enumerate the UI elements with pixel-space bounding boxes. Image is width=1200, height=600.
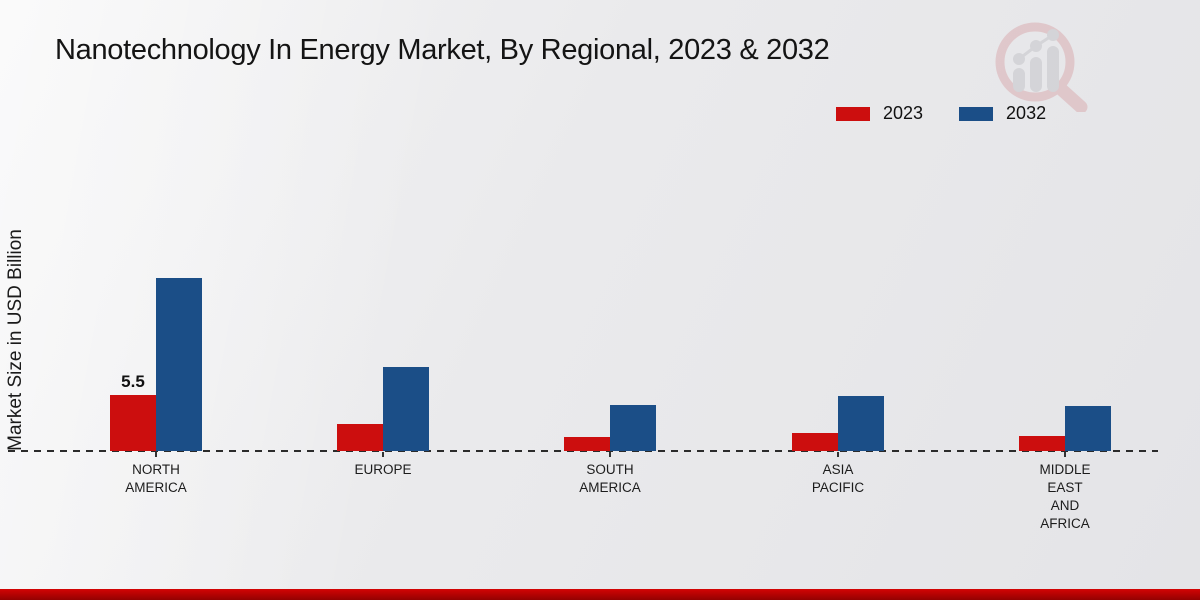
bar-2032-asia-pacific bbox=[838, 396, 884, 451]
y-axis-label: Market Size in USD Billion bbox=[5, 229, 26, 451]
bar-group-middle-east-and-africa bbox=[1019, 406, 1111, 451]
footer-accent-bar bbox=[0, 589, 1200, 600]
bar-2023-middle-east-and-africa bbox=[1019, 436, 1065, 451]
bar-group-north-america: 5.5 bbox=[110, 278, 202, 451]
bar-group-europe bbox=[337, 367, 429, 451]
legend-label: 2023 bbox=[883, 103, 924, 123]
legend-label: 2032 bbox=[1006, 103, 1047, 123]
category-label-middle-east-and-africa: MIDDLE EAST AND AFRICA bbox=[1039, 462, 1091, 531]
category-label-asia-pacific: ASIA PACIFIC bbox=[811, 462, 865, 495]
watermark-magnifier-chart-icon bbox=[995, 22, 1088, 112]
bar-value-label: 5.5 bbox=[121, 372, 145, 391]
legend-swatch-2032 bbox=[959, 106, 994, 121]
bar-group-asia-pacific bbox=[792, 396, 884, 451]
bar-2023-south-america bbox=[564, 437, 610, 451]
legend: 2023 2032 bbox=[836, 103, 1046, 124]
x-axis-tick bbox=[382, 452, 384, 457]
bar-2032-south-america bbox=[610, 405, 656, 451]
x-axis-tick bbox=[155, 452, 157, 457]
bar-2032-europe bbox=[383, 367, 429, 451]
legend-item-2032: 2032 bbox=[959, 103, 1046, 124]
bar-2023-europe bbox=[337, 424, 383, 451]
category-label-europe: EUROPE bbox=[354, 462, 412, 477]
legend-swatch-2023 bbox=[836, 106, 870, 121]
bar-2032-north-america bbox=[156, 278, 202, 451]
chart-title: Nanotechnology In Energy Market, By Regi… bbox=[55, 34, 830, 66]
bar-2032-middle-east-and-africa bbox=[1065, 406, 1111, 451]
category-label-north-america: NORTH AMERICA bbox=[125, 462, 187, 495]
bar-2023-north-america: 5.5 bbox=[110, 372, 156, 451]
x-axis-tick bbox=[609, 452, 611, 457]
category-label-south-america: SOUTH AMERICA bbox=[579, 462, 641, 495]
legend-item-2023: 2023 bbox=[836, 103, 923, 124]
x-axis-dashed-baseline bbox=[8, 450, 1158, 452]
bar-group-south-america bbox=[564, 405, 656, 451]
bar-2023-asia-pacific bbox=[792, 433, 838, 451]
x-axis-tick bbox=[1064, 452, 1066, 457]
x-axis-tick bbox=[837, 452, 839, 457]
